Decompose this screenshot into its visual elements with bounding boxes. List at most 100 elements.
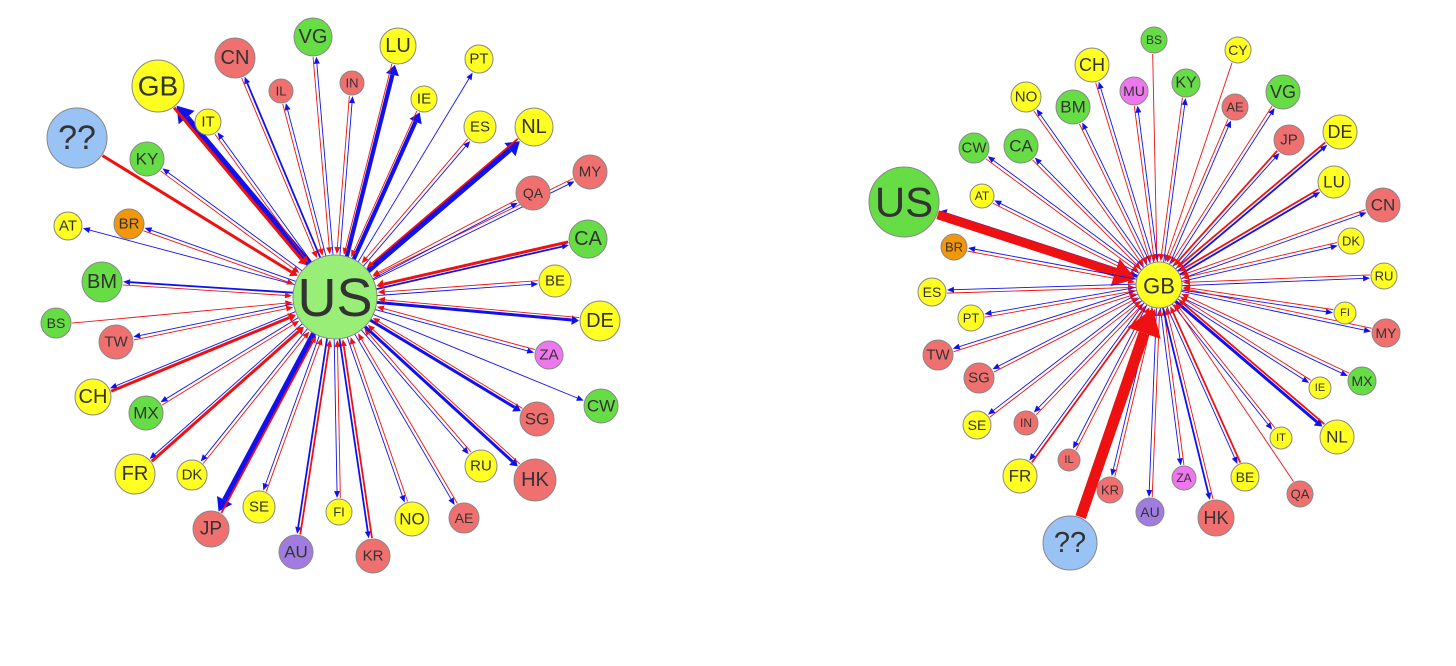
us-edge-out-at-line xyxy=(89,229,295,286)
gb-node-ch-label: CH xyxy=(1079,55,1105,75)
gb-edge-out-br-arrowhead xyxy=(968,246,976,253)
us-node-lu-circle xyxy=(379,27,417,65)
gb-edge-in-my-arrowhead xyxy=(1182,286,1191,293)
us-node-au-circle xyxy=(278,534,314,570)
us-edge-in-ru-arrowhead xyxy=(364,328,372,336)
us-edge-in-in-arrowhead xyxy=(334,246,341,255)
us-node-bs: BS xyxy=(40,307,72,339)
gb-edge-out-au-line xyxy=(1148,307,1157,490)
gb-node-vg-label: VG xyxy=(1270,82,1296,102)
us-node-no: NO xyxy=(394,501,430,537)
us-edge-in-in-line xyxy=(336,95,350,248)
gb-node-unknown-circle xyxy=(1042,515,1098,571)
us-node-fr-label: FR xyxy=(122,463,149,485)
us-node-ie: IE xyxy=(410,85,438,113)
gb-node-cn: CN xyxy=(1365,187,1401,223)
gb-node-dk-label: DK xyxy=(1342,234,1360,249)
us-edge-in-ky-line xyxy=(160,170,295,270)
gb-edge-out-dk-line xyxy=(1181,246,1331,282)
gb-edge-in-cn-arrowhead xyxy=(1181,270,1189,276)
us-edge-out-ie-arrowhead xyxy=(409,112,422,125)
us-edge-out-gb-line xyxy=(184,115,312,266)
gb-node-ch-circle xyxy=(1074,47,1110,83)
us-node-kr-label: KR xyxy=(363,548,384,565)
gb-node-jp-circle xyxy=(1273,124,1305,156)
us-node-be-label: BE xyxy=(545,273,565,290)
gb-edge-out-jp-line xyxy=(1175,157,1276,270)
us-edge-out-sg-line xyxy=(369,318,516,409)
us-node-bm-circle xyxy=(81,261,123,303)
gb-edge-in-mx-line xyxy=(1187,296,1350,374)
us-node-cn-label: CN xyxy=(221,47,250,69)
gb-node-sg-label: SG xyxy=(968,370,990,387)
us-edge-in-za-line xyxy=(383,308,536,350)
us-node-es-label: ES xyxy=(470,119,490,136)
us-edge-in-bs-line xyxy=(72,302,286,324)
gb-node-cw-label: CW xyxy=(962,140,988,157)
gb-node-at: AT xyxy=(969,183,995,209)
gb-node-it: IT xyxy=(1269,426,1293,450)
us-edge-out-mx-arrowhead xyxy=(160,396,169,403)
gb-node-it-circle xyxy=(1269,426,1293,450)
us-node-au: AU xyxy=(278,534,314,570)
gb-edge-out-fi-arrowhead xyxy=(1325,308,1333,315)
gb-edge-in-jp-line xyxy=(1177,150,1278,262)
gb-node-pt: PT xyxy=(957,304,985,332)
gb-node-ae: AE xyxy=(1221,93,1249,121)
gb-edge-in-be-arrowhead xyxy=(1170,306,1176,314)
gb-edge-out-es-arrowhead xyxy=(946,286,955,293)
gb-edge-out-ch-arrowhead xyxy=(1097,81,1104,90)
gb-edge-in-us-line xyxy=(936,210,1117,277)
us-edge-out-kr-arrowhead xyxy=(364,531,371,539)
gb-edge-in-mu-arrowhead xyxy=(1150,254,1157,262)
gb-edge-in-se-arrowhead xyxy=(1133,300,1141,308)
gb-node-at-circle xyxy=(969,183,995,209)
us-node-kr-circle xyxy=(355,538,391,574)
gb-node-in: IN xyxy=(1013,410,1039,436)
us-edge-out-ky-line xyxy=(167,172,303,272)
us-edge-out-fi-line xyxy=(333,339,338,492)
gb-edge-out-de-arrowhead xyxy=(1320,144,1328,152)
us-edge-in-lu-arrowhead xyxy=(342,247,349,255)
gb-node-au-label: AU xyxy=(1140,504,1159,520)
us-node-jp-label: JP xyxy=(200,519,222,540)
gb-node-sg: SG xyxy=(963,362,995,394)
gb-node-no: NO xyxy=(1010,81,1042,113)
gb-node-my-label: MY xyxy=(1376,325,1398,341)
gb-node-no-circle xyxy=(1010,81,1042,113)
us-edge-in-de-line xyxy=(384,299,580,318)
gb-network: BS CY CH KY VG NO MU BM AE JP DE CW CA LU AT US CN DK BR RU… xyxy=(868,26,1401,571)
gb-hub-circle xyxy=(1135,261,1183,309)
us-node-lu: LU xyxy=(379,27,417,65)
us-node-jp: JP xyxy=(192,510,230,548)
gb-node-il: IL xyxy=(1057,448,1081,472)
gb-node-us: US xyxy=(868,166,940,238)
gb-edge-in-br-line xyxy=(967,250,1129,282)
gb-edge-in-ru-line xyxy=(1189,274,1370,283)
us-edge-in-de-arrowhead xyxy=(377,296,386,303)
gb-node-ru-circle xyxy=(1370,262,1398,290)
us-edge-in-unknown-line xyxy=(101,154,293,274)
us-node-mx-label: MX xyxy=(133,404,159,423)
gb-node-ae-circle xyxy=(1221,93,1249,121)
gb-edge-out-dk-arrowhead xyxy=(1330,244,1338,251)
us-edge-out-ie-line xyxy=(351,120,418,261)
gb-node-cw: CW xyxy=(958,132,990,164)
us-node-de-label: DE xyxy=(586,310,614,332)
us-node-at: AT xyxy=(53,211,83,241)
us-edge-out-cn-arrowhead xyxy=(244,76,251,85)
gb-edge-out-pt-arrowhead xyxy=(984,309,992,316)
us-node-gb-label: GB xyxy=(138,71,178,102)
gb-node-il-label: IL xyxy=(1064,454,1073,466)
us-node-vg-circle xyxy=(293,17,333,57)
us-edge-out-jp-line xyxy=(222,332,317,502)
gb-edge-out-vg-line xyxy=(1172,113,1272,267)
gb-node-ca: CA xyxy=(1003,128,1039,164)
us-node-mx-circle xyxy=(128,395,164,431)
us-edge-out-pt-line xyxy=(357,78,470,263)
us-network: CN VG LU PT IL IN IE GB IT ES NL?? KY MY QA AT BR CA BE BM… xyxy=(40,17,621,574)
gb-edge-in-nl-line xyxy=(1183,303,1325,425)
us-edge-out-za-line xyxy=(375,309,528,352)
us-edge-in-no-line xyxy=(352,343,409,502)
